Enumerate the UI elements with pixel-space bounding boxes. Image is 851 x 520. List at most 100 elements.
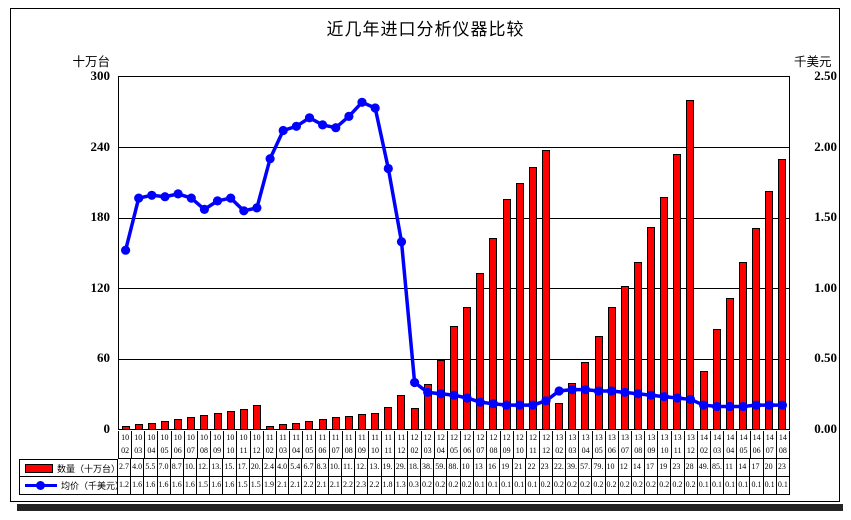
x-axis-label: 13 12 [684,431,698,459]
price-value-cell: 0.2 [631,477,646,495]
quantity-value-cell: 79. [592,459,606,477]
price-marker [121,245,131,255]
x-axis-label: 12 10 [513,431,527,459]
quantity-value-cell: 16 [486,459,501,477]
price-value-cell: 0.2 [645,477,659,495]
quantity-bar [200,414,209,429]
quantity-value-cell: 4.0 [276,459,290,477]
price-value-cell: 0.2 [566,477,580,495]
x-axis-label: 13 10 [658,431,672,459]
quantity-bar [397,394,406,429]
quantity-bar [450,325,458,429]
x-axis-label: 10 11 [237,431,251,459]
price-value-cell: 0.1 [500,477,514,495]
quantity-bar [660,196,669,429]
x-axis-label: 11 08 [342,431,356,459]
price-marker [751,400,761,410]
quantity-bar [528,167,537,429]
frame-shadow [17,504,843,511]
price-value-cell: 1.6 [170,477,184,495]
right-axis-unit-label: 千美元 [794,55,832,69]
price-value-cell: 1.6 [157,477,171,495]
quantity-value-cell: 17. [236,459,250,477]
y-axis-tick-left: 300 [90,68,111,83]
quantity-value-row: 2.7 4.0 5.5 7.0 8.7 10. 12. 13. 15. 17. 20. 2.4 4.0 5… [118,459,790,477]
x-axis-label: 14 06 [750,431,764,459]
quantity-value-cell: 7.0 [157,459,171,477]
price-value-cell: 2.2 [368,477,382,495]
quantity-bar [292,422,301,429]
quantity-bar [121,425,130,429]
quantity-bar [331,417,340,429]
x-axis-label: 11 07 [329,431,343,459]
quantity-value-cell: 29. [394,459,408,477]
price-marker [318,120,328,130]
x-axis-label: 13 04 [579,431,593,459]
quantity-bar [174,418,183,429]
quantity-value-cell: 5.4 [289,459,303,477]
price-marker [462,393,472,403]
x-axis-label: 14 03 [711,431,725,459]
y-axis-tick-right: 2.00 [814,138,837,154]
quantity-value-cell: 10. [183,459,198,477]
x-axis-label: 12 12 [540,431,554,459]
price-marker [580,385,590,395]
price-value-cell: 1.2 [118,477,132,495]
quantity-bar [489,237,498,429]
quantity-value-cell: 8.7 [170,459,184,477]
quantity-value-cell: 5.5 [144,459,158,477]
x-axis-label: 11 03 [276,431,291,459]
price-value-cell: 0.2 [447,477,461,495]
quantity-bar [134,424,143,429]
quantity-value-cell: 18. [407,459,422,477]
price-marker [304,113,315,123]
quantity-bar [673,154,682,429]
quantity-bar-swatch-icon [25,463,53,473]
quantity-bar [226,411,235,429]
quantity-bar [358,414,367,429]
quantity-bar [699,371,708,429]
x-axis-label: 14 02 [697,431,712,459]
price-marker [764,400,774,410]
price-value-cell: 0.2 [421,477,435,495]
quantity-value-cell: 28 [684,459,698,477]
price-value-cell: 0.1 [526,477,540,495]
price-marker [646,390,656,400]
quantity-value-cell: 20. [249,459,263,477]
price-marker [659,392,669,402]
price-value-cell: 0.1 [697,477,711,495]
x-axis-label: 12 03 [421,431,435,459]
quantity-bar [252,405,261,429]
quantity-value-cell: 23 [776,459,790,477]
y-axis-tick-left: 60 [97,350,110,366]
price-marker [593,386,604,396]
quantity-value-cell: 12 [618,459,632,477]
price-value-cell: 2.2 [342,477,356,495]
x-axis-label: 10 03 [132,431,146,459]
price-value-cell: 2.1 [276,477,290,495]
quantity-value-cell: 2.4 [262,459,277,477]
x-axis-label: 11 11 [382,431,396,459]
quantity-bar [541,149,550,429]
price-marker [291,121,301,131]
quantity-value-cell: 59. [434,459,448,477]
quantity-value-cell: 11. [342,459,356,477]
price-value-cell: 0.2 [605,477,619,495]
price-marker [410,377,420,388]
quantity-bar [594,335,603,429]
x-axis-label: 11 12 [395,431,409,459]
price-value-cell: 0.2 [460,477,474,495]
quantity-value-cell: 17 [750,459,764,477]
price-value-cell: 0.2 [539,477,553,495]
x-axis-label: 10 12 [250,431,264,459]
price-value-cell: 2.1 [315,477,329,495]
y-axis-tick-left: 180 [90,209,111,225]
price-marker [777,400,788,410]
price-marker [685,394,696,404]
y-axis-tick-right: 0.50 [814,350,837,366]
price-value-cell: 1.5 [249,477,263,495]
x-axis-label: 12 11 [526,431,541,459]
price-marker [475,397,485,407]
quantity-value-cell: 57. [579,459,593,477]
